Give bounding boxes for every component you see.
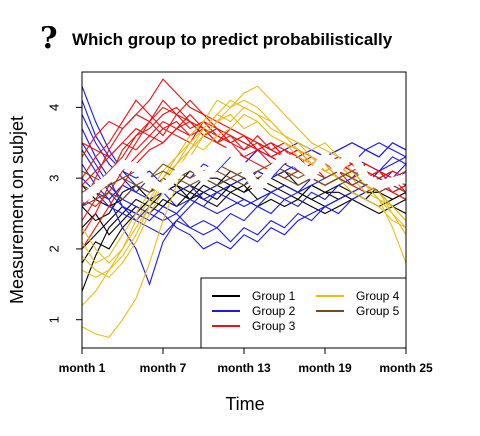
x-tick-label: month 7 [140,361,187,375]
series-line-group-3-9 [81,113,407,179]
legend-box [200,277,407,349]
highlight-line [79,142,408,203]
legend-label: Group 2 [252,304,296,318]
legend-label: Group 3 [252,319,296,333]
x-tick-label: month 13 [217,361,271,375]
y-tick-label: 4 [46,104,61,111]
axes: month 1 month 7 month 13 month 19 month 25 1 2… [46,104,433,375]
y-tick-label: 1 [46,316,61,323]
question-mark-icon: ? [40,21,58,56]
legend-label: Group 1 [252,289,296,303]
y-axis-title: Measurement on subjet [7,116,27,304]
legend-label: Group 4 [356,289,400,303]
series-line-group-5-2 [81,170,407,207]
x-axis-title: Time [225,394,264,414]
x-tick-label: month 25 [379,361,433,375]
legend-label: Group 5 [356,304,400,318]
series-line-group-4-4 [81,99,407,278]
data-lines [79,78,408,339]
x-tick-label: month 1 [59,361,106,375]
series-line-group-4-6 [81,113,407,264]
chart-title: Which group to predict probabilistically [72,30,393,49]
y-tick-label: 2 [46,245,61,252]
y-tick-label: 3 [46,175,61,182]
x-tick-label: month 19 [298,361,352,375]
series-line-group-1-3 [81,177,407,250]
